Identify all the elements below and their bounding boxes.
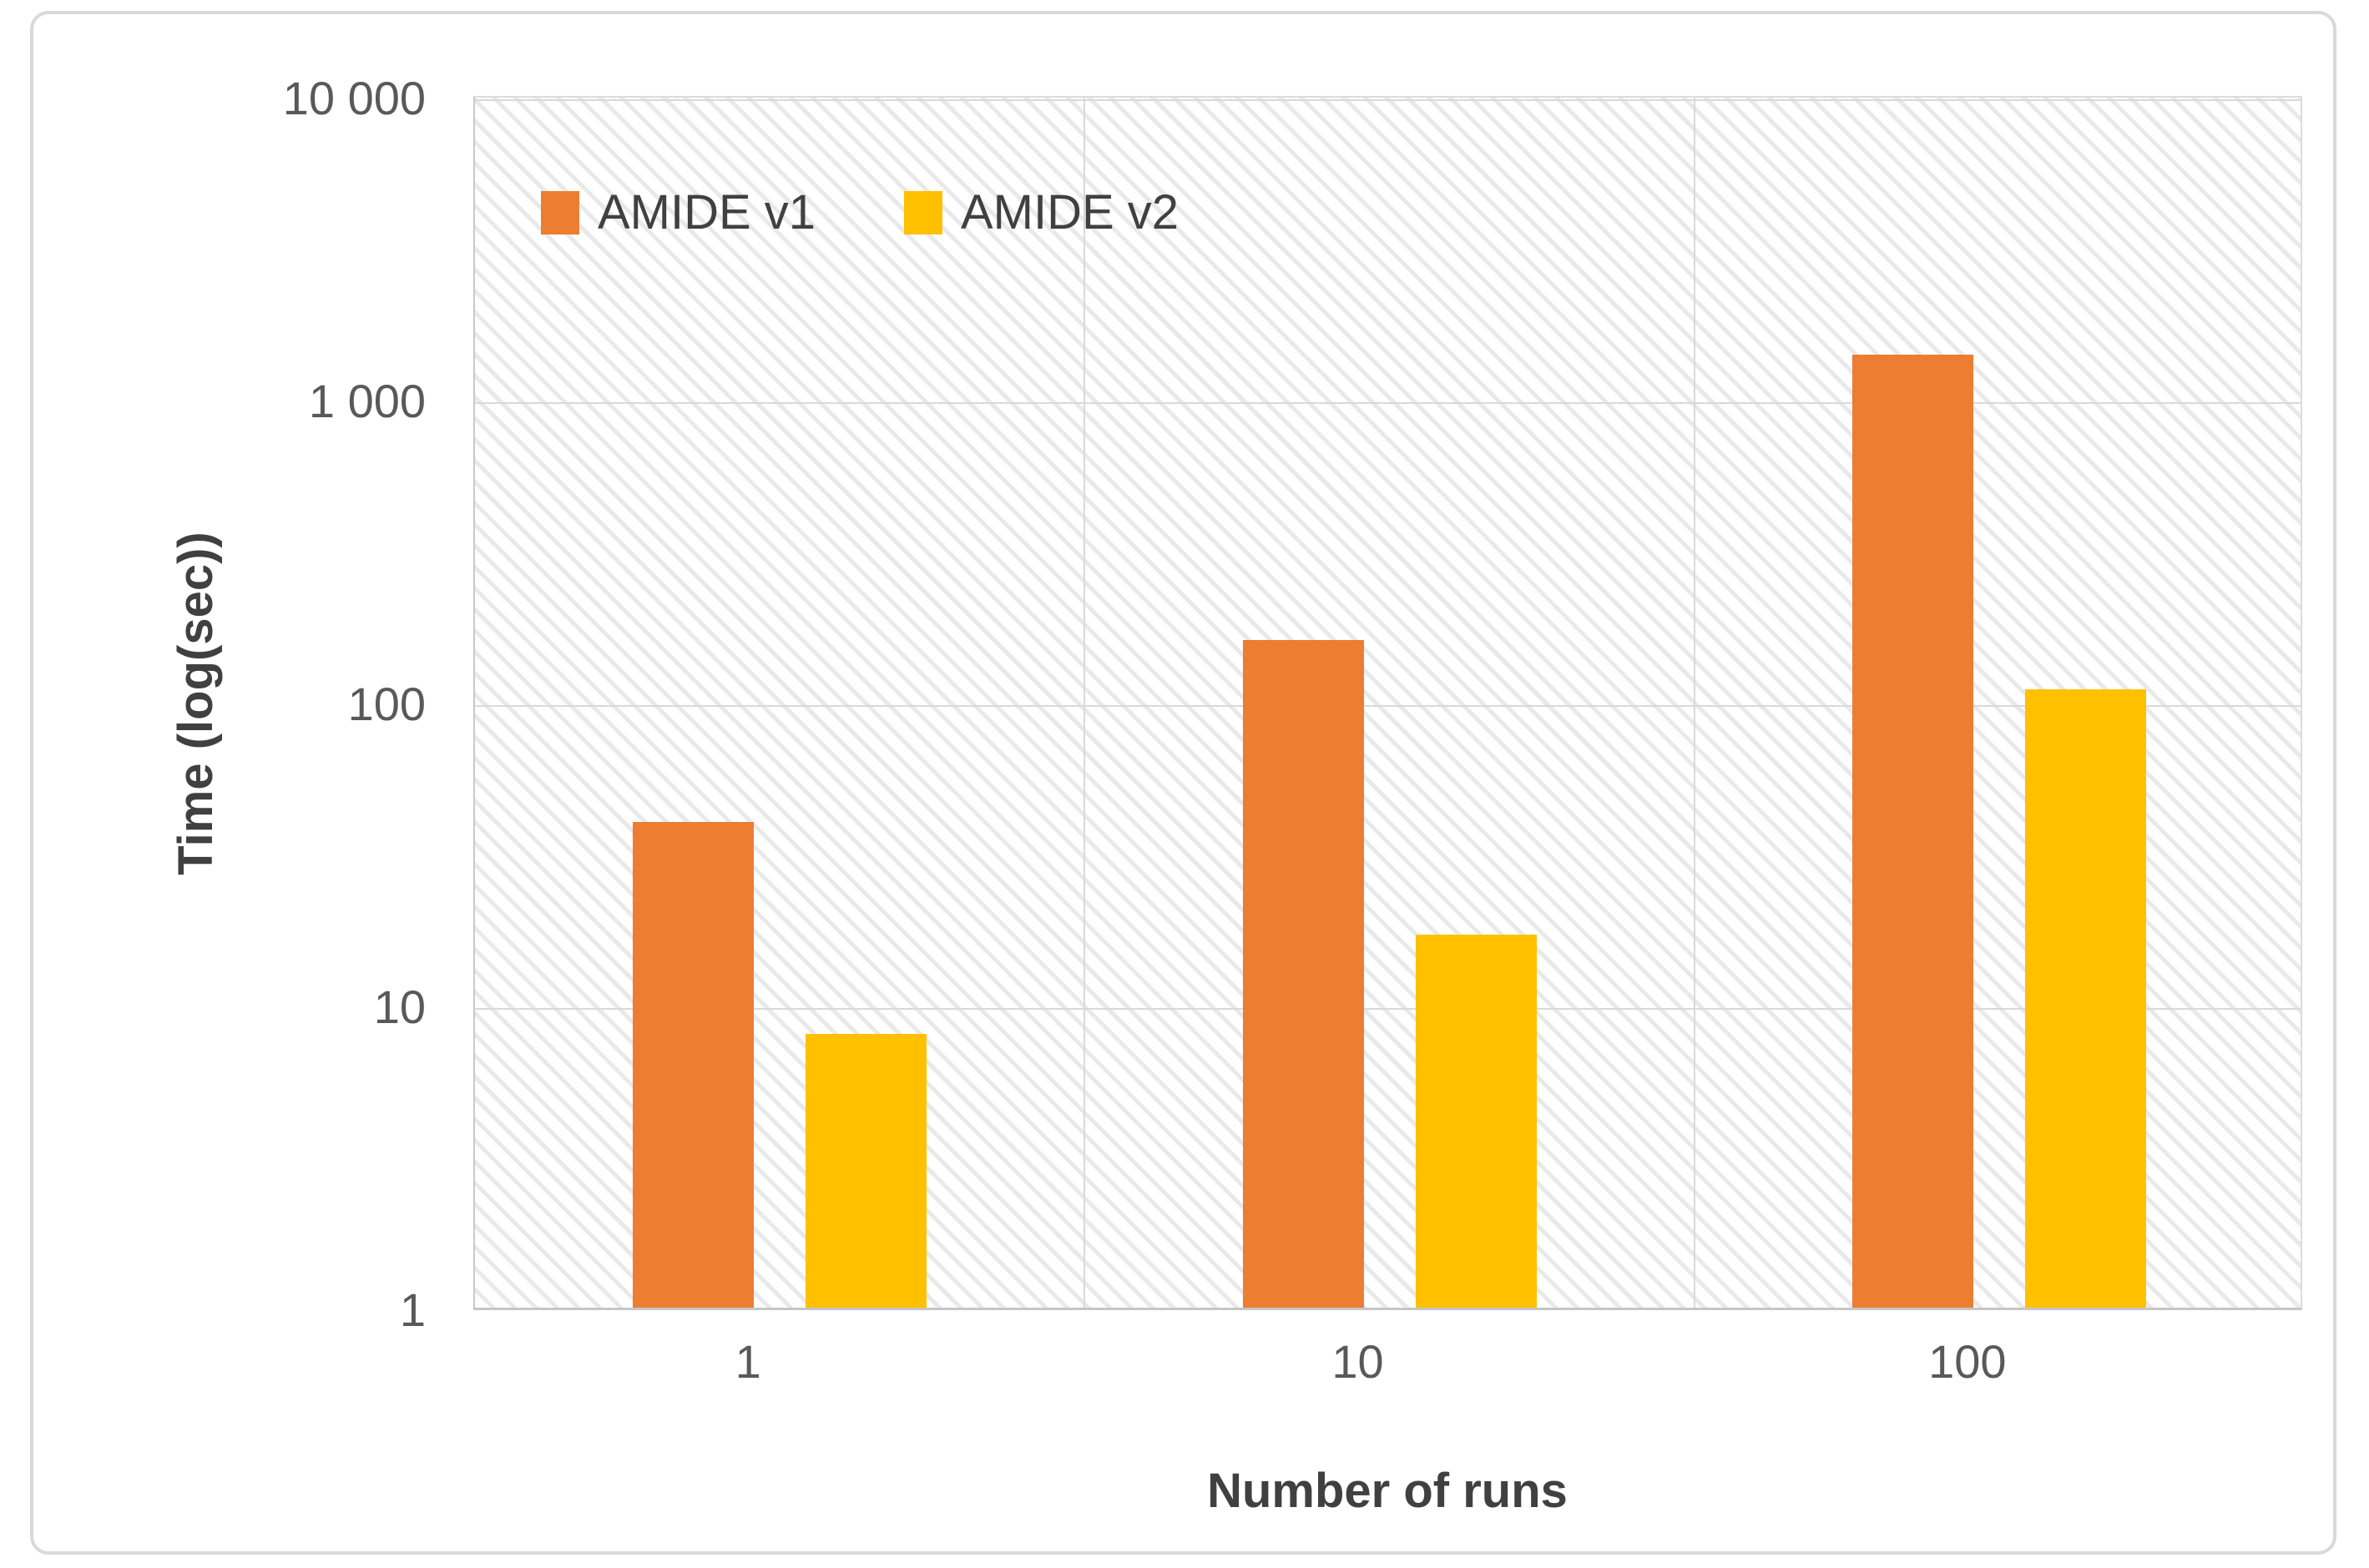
- legend-swatch-icon: [904, 191, 942, 234]
- legend-item-amide-v1: AMIDE v1: [541, 186, 816, 239]
- plot-area: [473, 96, 2302, 1310]
- x-tick-label-100: 100: [1928, 1335, 2007, 1388]
- y-tick-label-100: 100: [347, 678, 426, 730]
- chart-frame: 10 000 1 000 100 10 1 1 10 100 Number of runs …: [30, 11, 2336, 1555]
- x-tick-label-1: 1: [735, 1335, 761, 1388]
- legend-item-amide-v2: AMIDE v2: [904, 186, 1179, 239]
- y-tick-label-1: 1: [399, 1283, 426, 1336]
- gridline-y-1000: [475, 402, 2301, 404]
- gridline-y-10: [475, 1008, 2301, 1010]
- y-tick-label-1000: 1 000: [308, 375, 426, 427]
- bar-amide-v1-runs-1: [633, 822, 755, 1308]
- bar-amide-v2-runs-100: [2024, 688, 2146, 1308]
- gridline-y-10000: [475, 99, 2301, 101]
- gridline-y-100: [475, 705, 2301, 707]
- legend-swatch-icon: [541, 191, 579, 234]
- gridline-x-separator: [1693, 98, 1695, 1308]
- legend-label: AMIDE v2: [961, 185, 1179, 239]
- bar-amide-v1-runs-10: [1242, 639, 1364, 1308]
- y-tick-label-10000: 10 000: [282, 72, 426, 124]
- legend: AMIDE v1 AMIDE v2: [33, 186, 2333, 239]
- legend-label: AMIDE v1: [598, 185, 816, 239]
- bar-amide-v2-runs-1: [806, 1034, 927, 1308]
- y-tick-label-10: 10: [373, 981, 426, 1033]
- x-axis-title: Number of runs: [1207, 1464, 1568, 1518]
- x-tick-label-10: 10: [1331, 1335, 1384, 1388]
- y-axis-title: Time (log(sec)): [169, 532, 223, 875]
- bar-amide-v2-runs-10: [1415, 935, 1537, 1308]
- gridline-x-separator: [1083, 98, 1086, 1308]
- bar-amide-v1-runs-100: [1851, 354, 1973, 1308]
